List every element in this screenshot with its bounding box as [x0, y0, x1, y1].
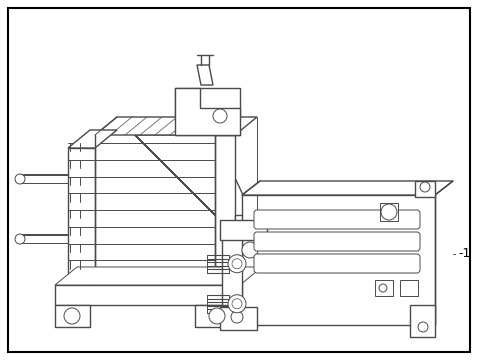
Polygon shape [222, 235, 242, 305]
Circle shape [228, 295, 246, 313]
Polygon shape [55, 305, 90, 327]
FancyBboxPatch shape [254, 210, 420, 229]
Circle shape [209, 308, 225, 324]
Bar [380, 203, 398, 221]
Polygon shape [215, 117, 257, 135]
Circle shape [381, 204, 397, 220]
Circle shape [232, 259, 242, 269]
Circle shape [420, 182, 430, 192]
Polygon shape [220, 220, 267, 240]
Circle shape [15, 234, 25, 244]
Circle shape [418, 322, 428, 332]
Polygon shape [95, 117, 237, 135]
Polygon shape [242, 195, 435, 325]
Circle shape [379, 284, 387, 292]
Polygon shape [175, 88, 240, 135]
Polygon shape [410, 305, 435, 337]
Polygon shape [220, 307, 257, 330]
Polygon shape [235, 215, 265, 285]
Polygon shape [175, 88, 240, 135]
Bar [400, 280, 418, 296]
Polygon shape [242, 181, 453, 195]
Polygon shape [55, 285, 240, 305]
Polygon shape [195, 305, 240, 327]
Polygon shape [68, 148, 95, 285]
Circle shape [242, 242, 258, 258]
Circle shape [15, 174, 25, 184]
Bar [375, 280, 393, 296]
Circle shape [64, 308, 80, 324]
Polygon shape [415, 181, 435, 197]
Polygon shape [197, 65, 213, 85]
Circle shape [213, 109, 227, 123]
Polygon shape [68, 130, 117, 148]
Circle shape [228, 255, 246, 273]
FancyBboxPatch shape [254, 232, 420, 251]
Text: -1: -1 [458, 247, 470, 260]
FancyBboxPatch shape [254, 254, 420, 273]
Bar [215, 135, 235, 285]
Polygon shape [55, 267, 262, 285]
Circle shape [231, 311, 243, 323]
Polygon shape [135, 135, 285, 285]
Circle shape [232, 299, 242, 309]
